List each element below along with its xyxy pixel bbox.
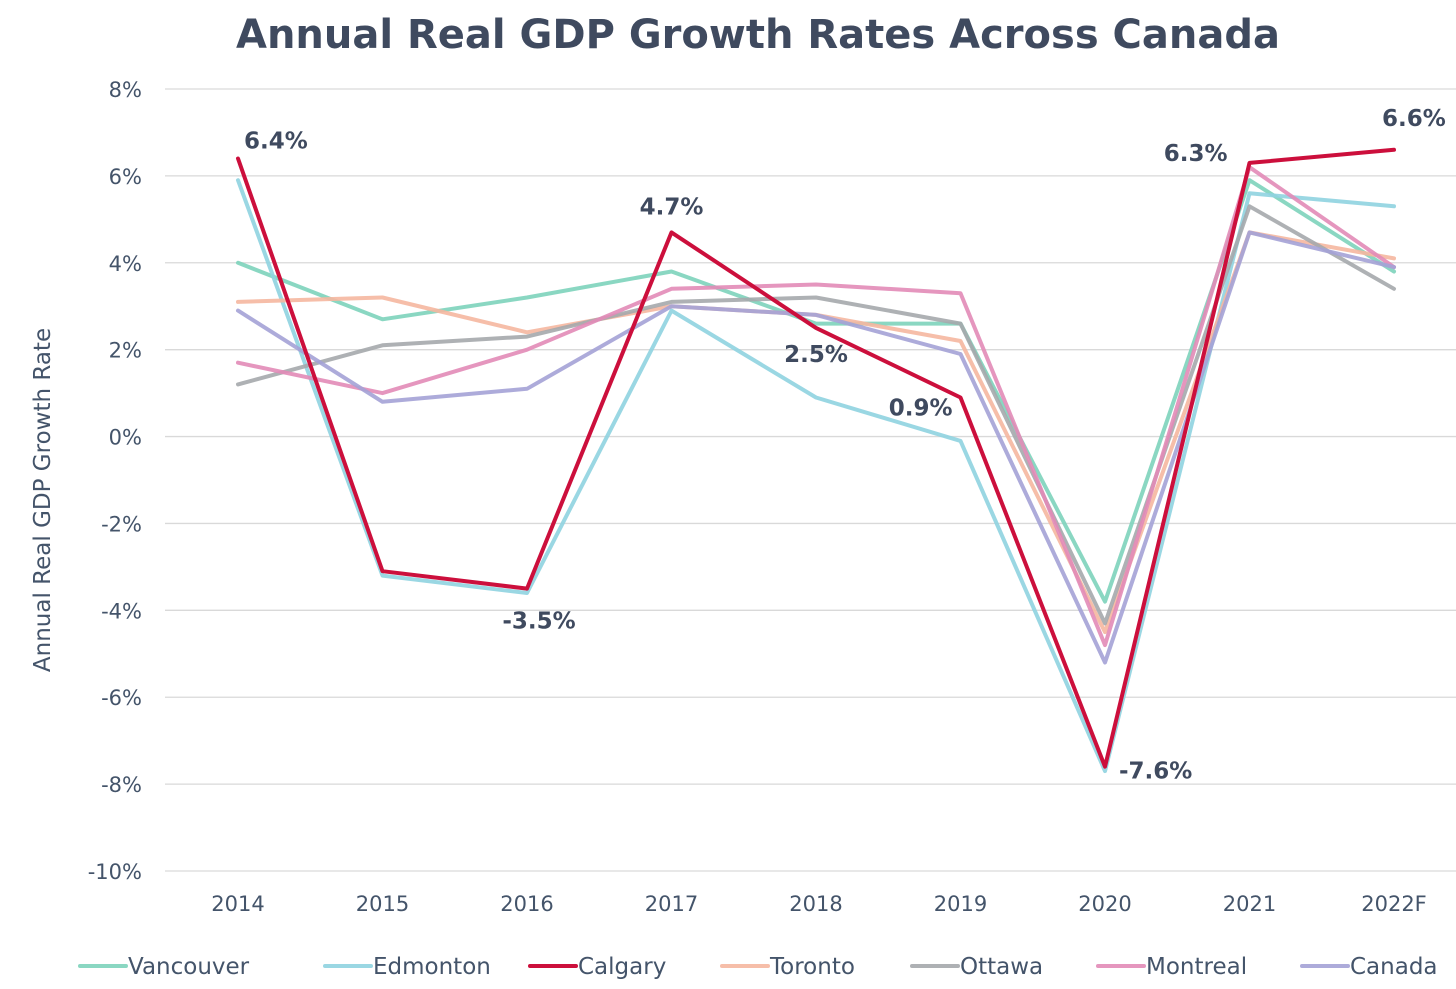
series-line-montreal bbox=[236, 165, 1396, 648]
legend-label: Vancouver bbox=[128, 954, 250, 980]
legend-item-canada: Canada bbox=[1300, 954, 1438, 980]
legend-item-edmonton: Edmonton bbox=[323, 954, 491, 980]
chart-title: Annual Real GDP Growth Rates Across Cana… bbox=[236, 12, 1280, 58]
y-tick-label: 4% bbox=[109, 252, 142, 276]
legend-item-vancouver: Vancouver bbox=[78, 954, 250, 980]
legend-label: Calgary bbox=[578, 954, 666, 980]
y-tick-label: 8% bbox=[109, 78, 142, 102]
data-label: 0.9% bbox=[889, 395, 953, 421]
legend-item-ottawa: Ottawa bbox=[910, 954, 1043, 980]
x-tick-label: 2021 bbox=[1223, 892, 1276, 916]
legend-item-toronto: Toronto bbox=[720, 954, 855, 980]
data-label: 6.6% bbox=[1382, 106, 1446, 132]
x-tick-label: 2015 bbox=[356, 892, 409, 916]
x-tick-label: 2019 bbox=[934, 892, 987, 916]
x-tick-label: 2018 bbox=[789, 892, 842, 916]
series-line-vancouver bbox=[236, 178, 1396, 604]
y-tick-label: 0% bbox=[109, 426, 142, 450]
legend-label: Edmonton bbox=[373, 954, 491, 980]
series-lines bbox=[236, 147, 1396, 774]
x-tick-label: 2017 bbox=[645, 892, 698, 916]
y-tick-label: 6% bbox=[109, 165, 142, 189]
series-line-edmonton bbox=[236, 178, 1396, 774]
legend-item-calgary: Calgary bbox=[528, 954, 666, 980]
legend-label: Montreal bbox=[1146, 954, 1247, 980]
x-tick-label: 2014 bbox=[211, 892, 264, 916]
legend: Vancouver Edmonton Calgary Toronto Ottawa Mon… bbox=[78, 954, 1438, 980]
data-label: 6.3% bbox=[1164, 141, 1228, 167]
legend-item-montreal: Montreal bbox=[1096, 954, 1247, 980]
legend-label: Ottawa bbox=[960, 954, 1043, 980]
y-tick-label: -6% bbox=[101, 686, 142, 710]
x-tick-label: 2016 bbox=[500, 892, 553, 916]
series-line-calgary bbox=[236, 147, 1396, 769]
x-axis-ticks: 2014 2015 2016 2017 2018 2019 2020 2021 2022F bbox=[211, 892, 1426, 916]
data-label: 6.4% bbox=[244, 129, 308, 155]
y-tick-label: -2% bbox=[101, 512, 142, 536]
y-tick-label: -4% bbox=[101, 599, 142, 623]
series-line-ottawa bbox=[236, 204, 1396, 626]
x-tick-label: 2022F bbox=[1361, 892, 1427, 916]
data-labels: 6.4% -3.5% 4.7% 2.5% 0.9% -7.6% 6.3% 6.6% bbox=[244, 106, 1446, 785]
y-tick-label: -8% bbox=[101, 773, 142, 797]
series-line-canada bbox=[236, 230, 1396, 665]
y-axis-ticks: 8% 6% 4% 2% 0% -2% -4% -6% -8% -10% bbox=[88, 78, 142, 884]
x-tick-label: 2020 bbox=[1078, 892, 1131, 916]
data-label: 2.5% bbox=[784, 342, 848, 368]
data-label: 4.7% bbox=[640, 194, 704, 220]
y-tick-label: -10% bbox=[88, 860, 142, 884]
gridlines bbox=[165, 88, 1456, 872]
legend-label: Canada bbox=[1350, 954, 1438, 980]
y-axis-label: Annual Real GDP Growth Rate bbox=[30, 328, 56, 672]
data-label: -3.5% bbox=[502, 609, 575, 635]
y-tick-label: 2% bbox=[109, 339, 142, 363]
data-label: -7.6% bbox=[1119, 759, 1192, 785]
legend-label: Toronto bbox=[769, 954, 855, 980]
